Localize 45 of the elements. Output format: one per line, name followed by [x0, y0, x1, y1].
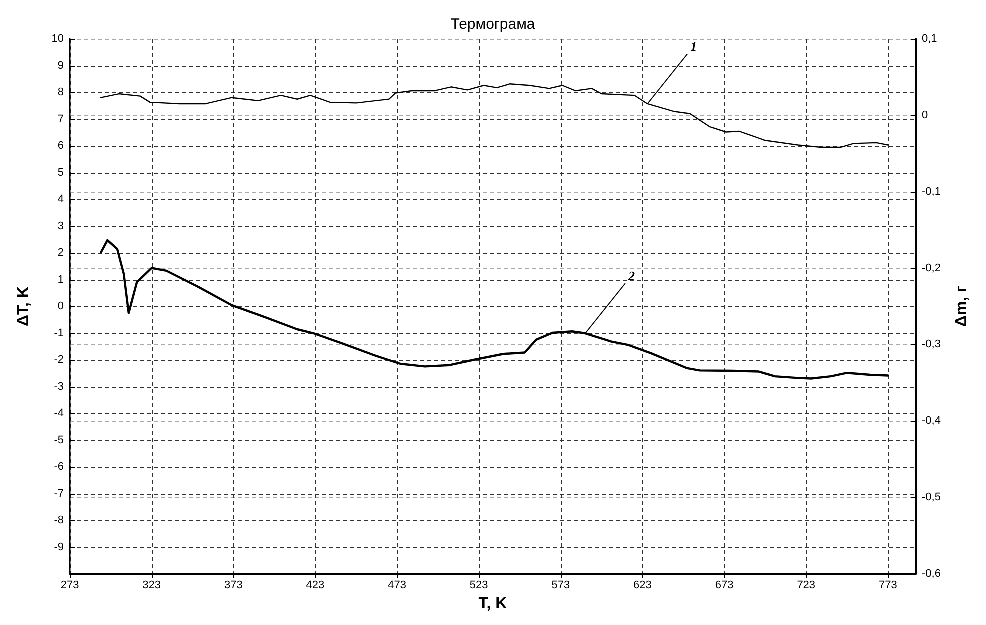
- x-tick-label: 673: [715, 580, 734, 592]
- x-tick-label: 373: [224, 580, 243, 592]
- y-tick-label: -9: [54, 541, 64, 554]
- x-tick-label: 323: [142, 580, 161, 592]
- y-tick-label: 9: [58, 60, 64, 72]
- x-tick-label: 473: [388, 580, 406, 592]
- y-tick-label: 8: [58, 86, 64, 98]
- y2-axis-title: Δm, г: [954, 286, 970, 328]
- y-tick-label: -5: [54, 434, 64, 446]
- x-tick-label: 773: [879, 580, 898, 592]
- x-axis-title: T, K: [478, 596, 508, 612]
- y-tick-label: 0: [58, 300, 64, 312]
- y-tick-label: -8: [54, 514, 64, 526]
- y-axis-title: ΔT, K: [16, 286, 32, 326]
- y-tick-label: 10: [52, 33, 64, 45]
- y-tick-label: 5: [58, 166, 64, 179]
- y-tick-label: -7: [54, 488, 64, 500]
- y-tick-label: 1: [58, 274, 64, 286]
- y2-tick-label: -0,4: [922, 415, 941, 428]
- y2-tick-label: 0,1: [922, 33, 938, 45]
- y-tick-label: 4: [58, 194, 64, 206]
- x-tick-label: 623: [634, 580, 652, 592]
- chart-title: Термограма: [450, 16, 536, 33]
- x-tick-label: 423: [306, 580, 325, 592]
- x-tick-label: 573: [552, 580, 570, 592]
- annotation: 2: [627, 268, 636, 284]
- y2-tick-label: -0,3: [922, 338, 941, 351]
- y2-tick-label: -0,5: [922, 492, 941, 504]
- y-tick-label: 7: [58, 113, 64, 126]
- x-tick-label: 273: [60, 580, 80, 592]
- annotation: 1: [690, 39, 698, 54]
- y-tick-label: 2: [58, 247, 64, 259]
- y-tick-label: 6: [58, 140, 64, 152]
- y2-tick-label: -0,6: [922, 568, 941, 580]
- y-tick-label: -1: [54, 327, 64, 340]
- x-tick-label: 523: [470, 580, 488, 592]
- y-tick-label: 3: [58, 220, 64, 232]
- y-tick-label: -2: [54, 354, 64, 366]
- y-tick-label: -3: [54, 380, 64, 393]
- y2-tick-label: -0,2: [922, 262, 941, 274]
- y-tick-label: -4: [54, 408, 64, 420]
- y2-tick-label: -0,1: [922, 186, 941, 198]
- x-tick-label: 723: [797, 580, 816, 592]
- y2-tick-label: 0: [922, 109, 928, 122]
- y-tick-label: -6: [54, 461, 64, 473]
